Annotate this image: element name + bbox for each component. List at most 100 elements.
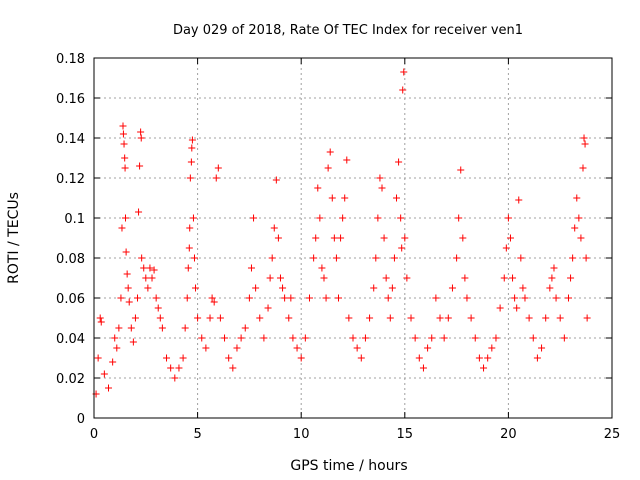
data-point (475, 354, 483, 362)
data-point (564, 294, 572, 302)
data-point (97, 318, 105, 326)
data-point (266, 274, 274, 282)
data-point (580, 134, 588, 142)
data-point (461, 274, 469, 282)
data-point (187, 158, 195, 166)
data-point (216, 314, 224, 322)
data-point (556, 314, 564, 322)
y-tick-label: 0.08 (56, 252, 85, 267)
data-point (214, 164, 222, 172)
data-point (378, 184, 386, 192)
data-point (575, 214, 583, 222)
data-point (163, 354, 171, 362)
y-tick-label: 0.12 (56, 172, 85, 187)
data-point (192, 284, 200, 292)
data-point (274, 234, 282, 242)
data-point (345, 314, 353, 322)
data-point (332, 254, 340, 262)
data-point (179, 354, 187, 362)
x-tick-label: 20 (500, 427, 517, 442)
data-point (538, 344, 546, 352)
data-point (138, 254, 146, 262)
data-point (436, 314, 444, 322)
y-tick-label: 0.16 (56, 92, 85, 107)
data-point (194, 314, 202, 322)
data-point (125, 298, 133, 306)
data-point (314, 184, 322, 192)
data-point (343, 156, 351, 164)
data-point (293, 344, 301, 352)
data-point (467, 314, 475, 322)
data-point (395, 158, 403, 166)
data-point (136, 162, 144, 170)
y-tick-label: 0.18 (56, 52, 85, 67)
data-point (137, 128, 145, 136)
data-point (419, 364, 427, 372)
data-point (504, 214, 512, 222)
data-point (400, 68, 408, 76)
axis-ticks (93, 57, 613, 419)
data-point (459, 234, 467, 242)
data-point (386, 314, 394, 322)
data-point (407, 314, 415, 322)
data-point (260, 334, 268, 342)
data-point (190, 254, 198, 262)
data-point (212, 174, 220, 182)
data-point (326, 148, 334, 156)
data-point (123, 270, 131, 278)
data-point (415, 354, 423, 362)
data-point (120, 140, 128, 148)
data-point (285, 314, 293, 322)
data-point (424, 344, 432, 352)
data-point (188, 144, 196, 152)
x-tick-label: 10 (293, 427, 310, 442)
data-point (320, 274, 328, 282)
data-point (341, 194, 349, 202)
data-point (171, 374, 179, 382)
data-point (310, 254, 318, 262)
data-point (208, 294, 216, 302)
data-point (135, 208, 143, 216)
data-point (353, 344, 361, 352)
data-point (448, 284, 456, 292)
data-point (393, 194, 401, 202)
data-point (301, 334, 309, 342)
data-point (305, 294, 313, 302)
y-tick-label: 0.02 (56, 372, 85, 387)
x-tick-label: 0 (90, 427, 98, 442)
data-point (399, 86, 407, 94)
x-tick-label: 15 (397, 427, 414, 442)
data-point (330, 234, 338, 242)
data-point (198, 334, 206, 342)
plot-frame (93, 57, 613, 419)
data-point (455, 214, 463, 222)
data-point (560, 334, 568, 342)
data-point (117, 294, 125, 302)
data-point (256, 314, 264, 322)
data-point (357, 354, 365, 362)
tick-labels: 0 5 10 15 20 25 0 0.02 0.04 0.06 0.08 0.1 0.12 0.14 0.… (56, 52, 620, 442)
data-point (96, 314, 104, 322)
data-point (509, 274, 517, 282)
y-tick-label: 0.14 (56, 132, 85, 147)
data-point (297, 354, 305, 362)
data-point (105, 384, 113, 392)
data-point (322, 294, 330, 302)
data-point (100, 370, 108, 378)
data-point (150, 266, 158, 274)
data-point (492, 334, 500, 342)
data-point (154, 304, 162, 312)
data-point (241, 324, 249, 332)
data-point (127, 324, 135, 332)
data-point (334, 294, 342, 302)
data-point (529, 334, 537, 342)
data-point (210, 298, 218, 306)
data-points (92, 68, 591, 398)
grid-lines (94, 58, 612, 418)
data-point (247, 264, 255, 272)
data-point (225, 354, 233, 362)
data-point (276, 274, 284, 282)
data-point (186, 224, 194, 232)
data-point (552, 294, 560, 302)
